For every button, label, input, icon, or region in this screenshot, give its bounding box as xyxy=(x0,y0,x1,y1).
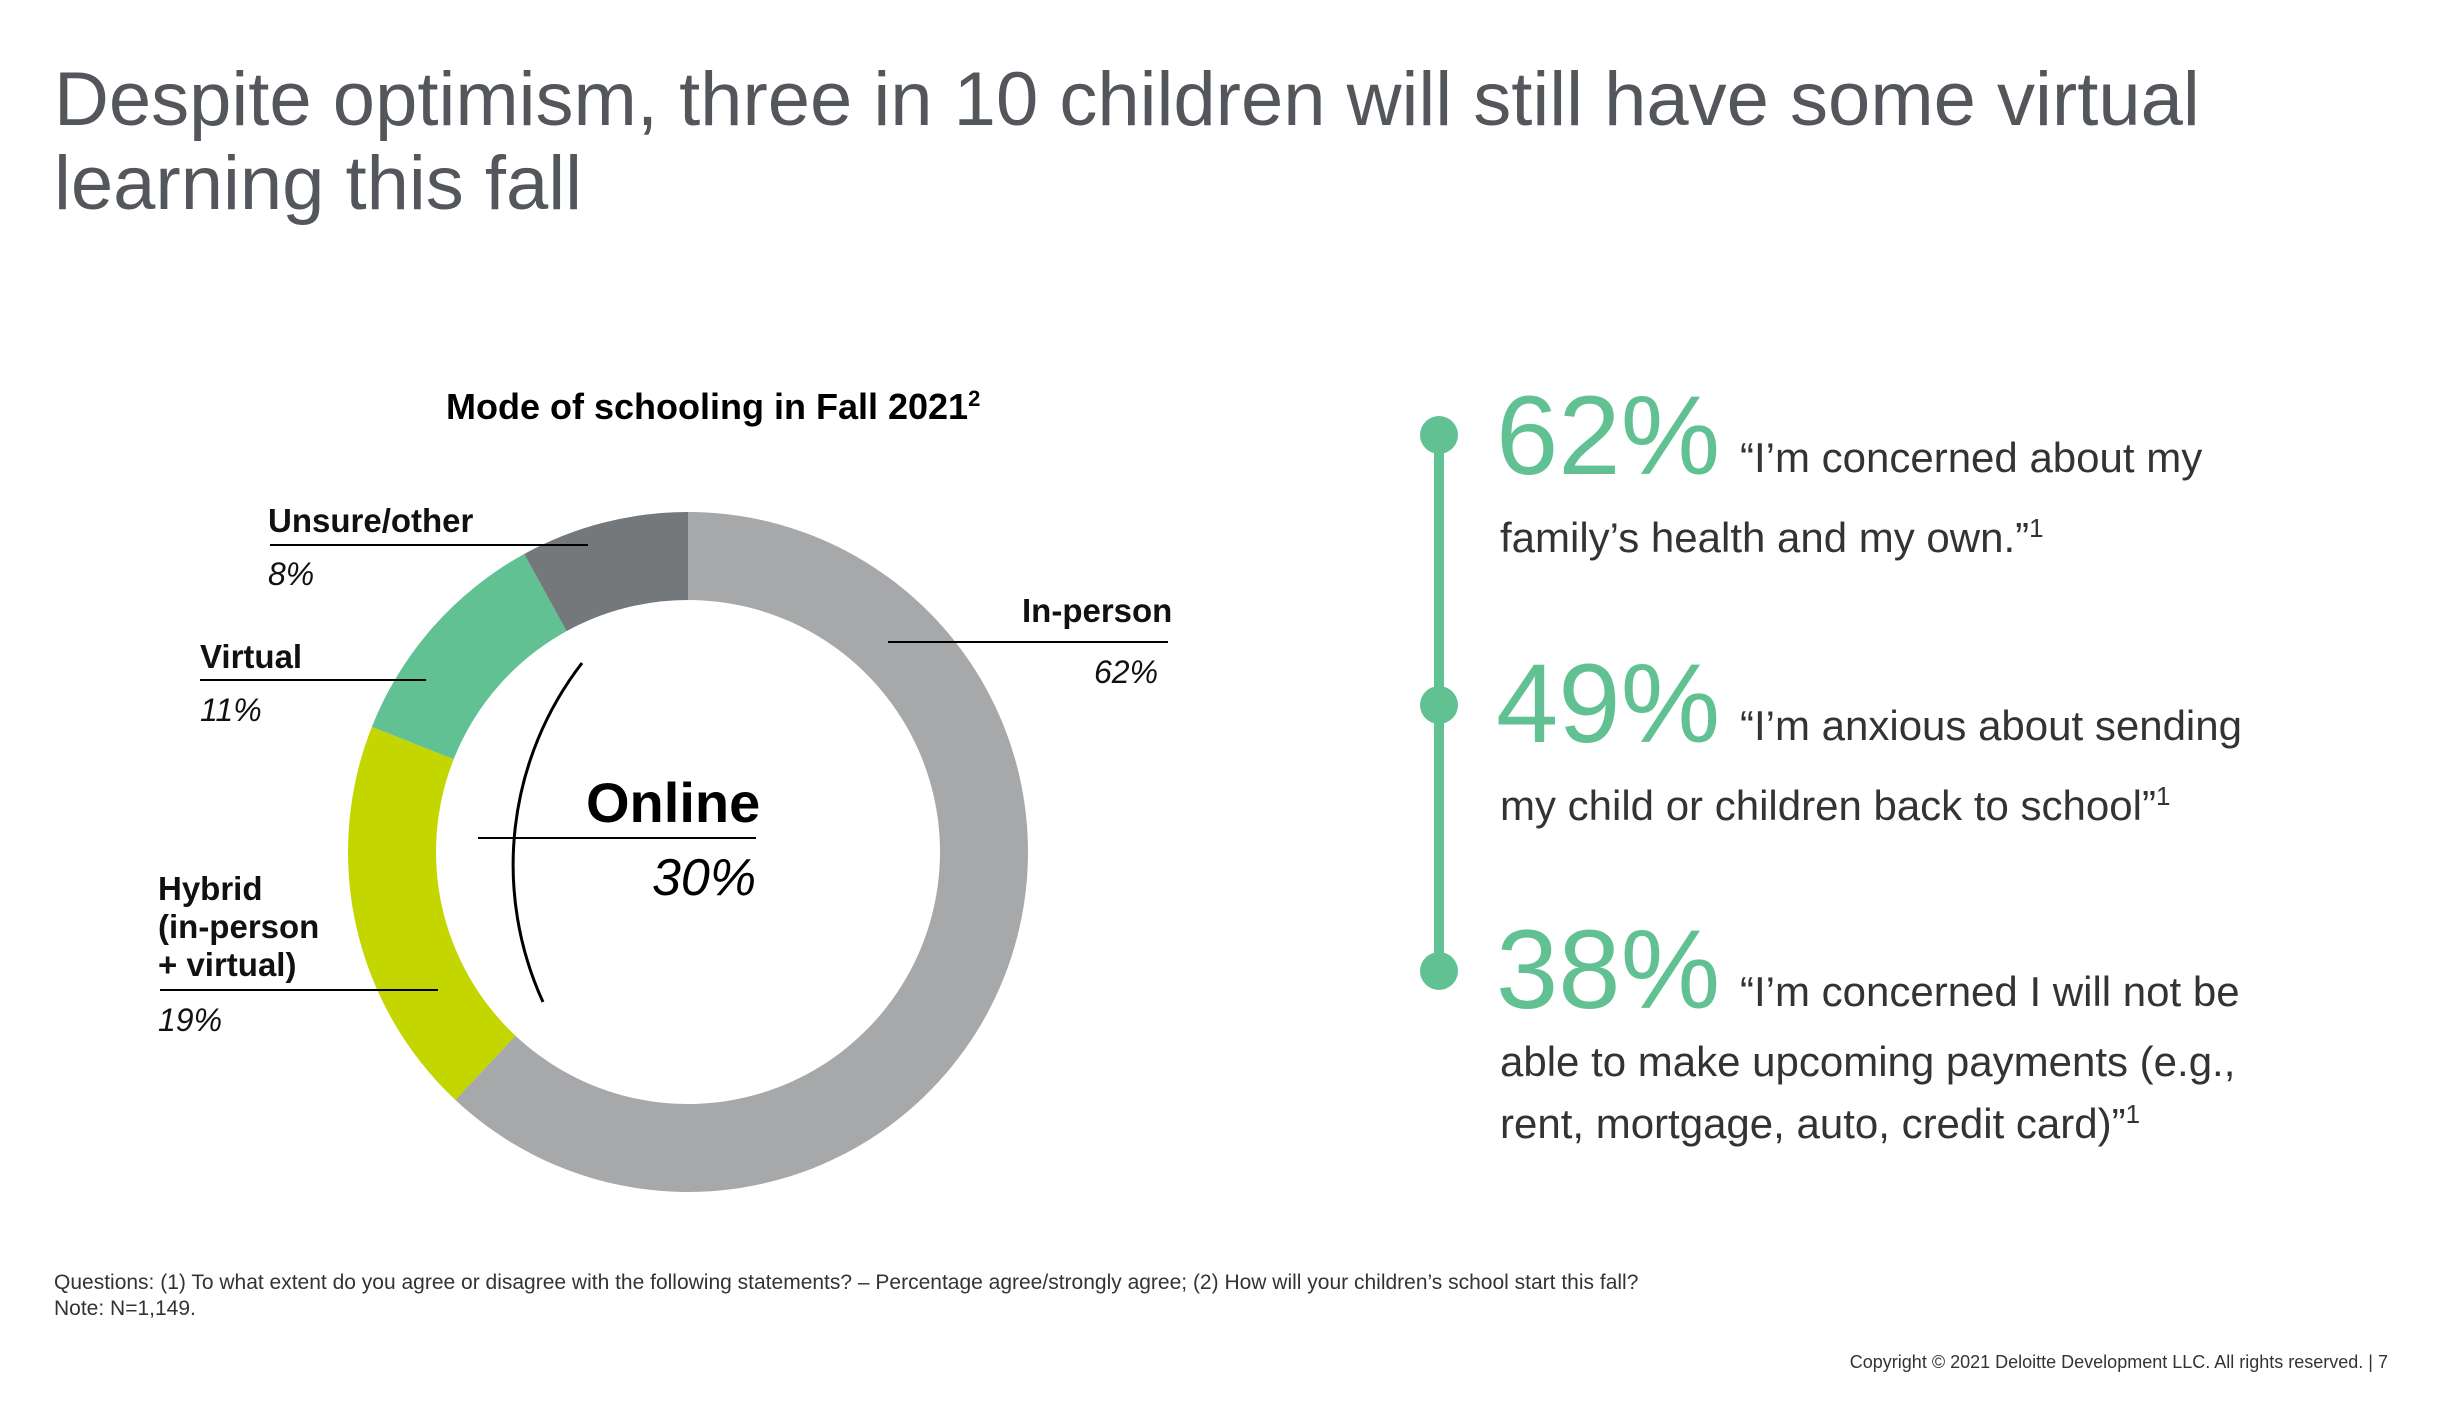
slice-unsure-other xyxy=(524,512,688,632)
stat-quote-line2: able to make upcoming payments (e.g., re… xyxy=(1500,1038,2236,1147)
label-virtual: Virtual xyxy=(200,638,303,675)
stat-quote-line1: “I’m concerned I will not be xyxy=(1740,968,2240,1015)
copyright: Copyright © 2021 Deloitte Development LL… xyxy=(1849,1352,2388,1372)
footnote: Questions: (1) To what extent do you agr… xyxy=(54,1271,1639,1320)
timeline-dot xyxy=(1420,686,1458,724)
slice-in-person xyxy=(455,512,1028,1192)
online-label: Online xyxy=(586,771,761,834)
stat-quote-line1: “I’m anxious about sending xyxy=(1740,702,2242,749)
online-value: 30% xyxy=(652,849,757,907)
page-title: Despite optimism, three in 10 children w… xyxy=(54,57,2200,226)
value-hybrid: 19% xyxy=(158,1002,223,1038)
value-in-person: 62% xyxy=(1094,654,1159,690)
value-unsure-other: 8% xyxy=(268,556,315,592)
label-in-person: In-person xyxy=(1022,592,1173,629)
slice-virtual xyxy=(371,554,567,760)
stat-pct-payments: 38% xyxy=(1496,907,1721,1032)
label-hybrid: Hybrid (in-person + virtual) xyxy=(158,870,320,983)
stat-quote-line2: my child or children back to school”1 xyxy=(1500,781,2171,829)
stat-pct-anxious: 49% xyxy=(1496,641,1721,766)
stat-quote-line1: “I’m concerned about my xyxy=(1740,434,2203,481)
chart-title: Mode of schooling in Fall 20212 xyxy=(446,386,981,427)
slice-hybrid xyxy=(348,726,516,1100)
label-unsure-other: Unsure/other xyxy=(268,502,474,539)
value-virtual: 11% xyxy=(200,692,262,728)
timeline-dot xyxy=(1420,952,1458,990)
timeline-dot xyxy=(1420,416,1458,454)
stat-pct-health: 62% xyxy=(1496,373,1721,498)
stat-quote-line2: family’s health and my own.”1 xyxy=(1500,513,2044,561)
online-bracket-arc xyxy=(511,662,584,1003)
